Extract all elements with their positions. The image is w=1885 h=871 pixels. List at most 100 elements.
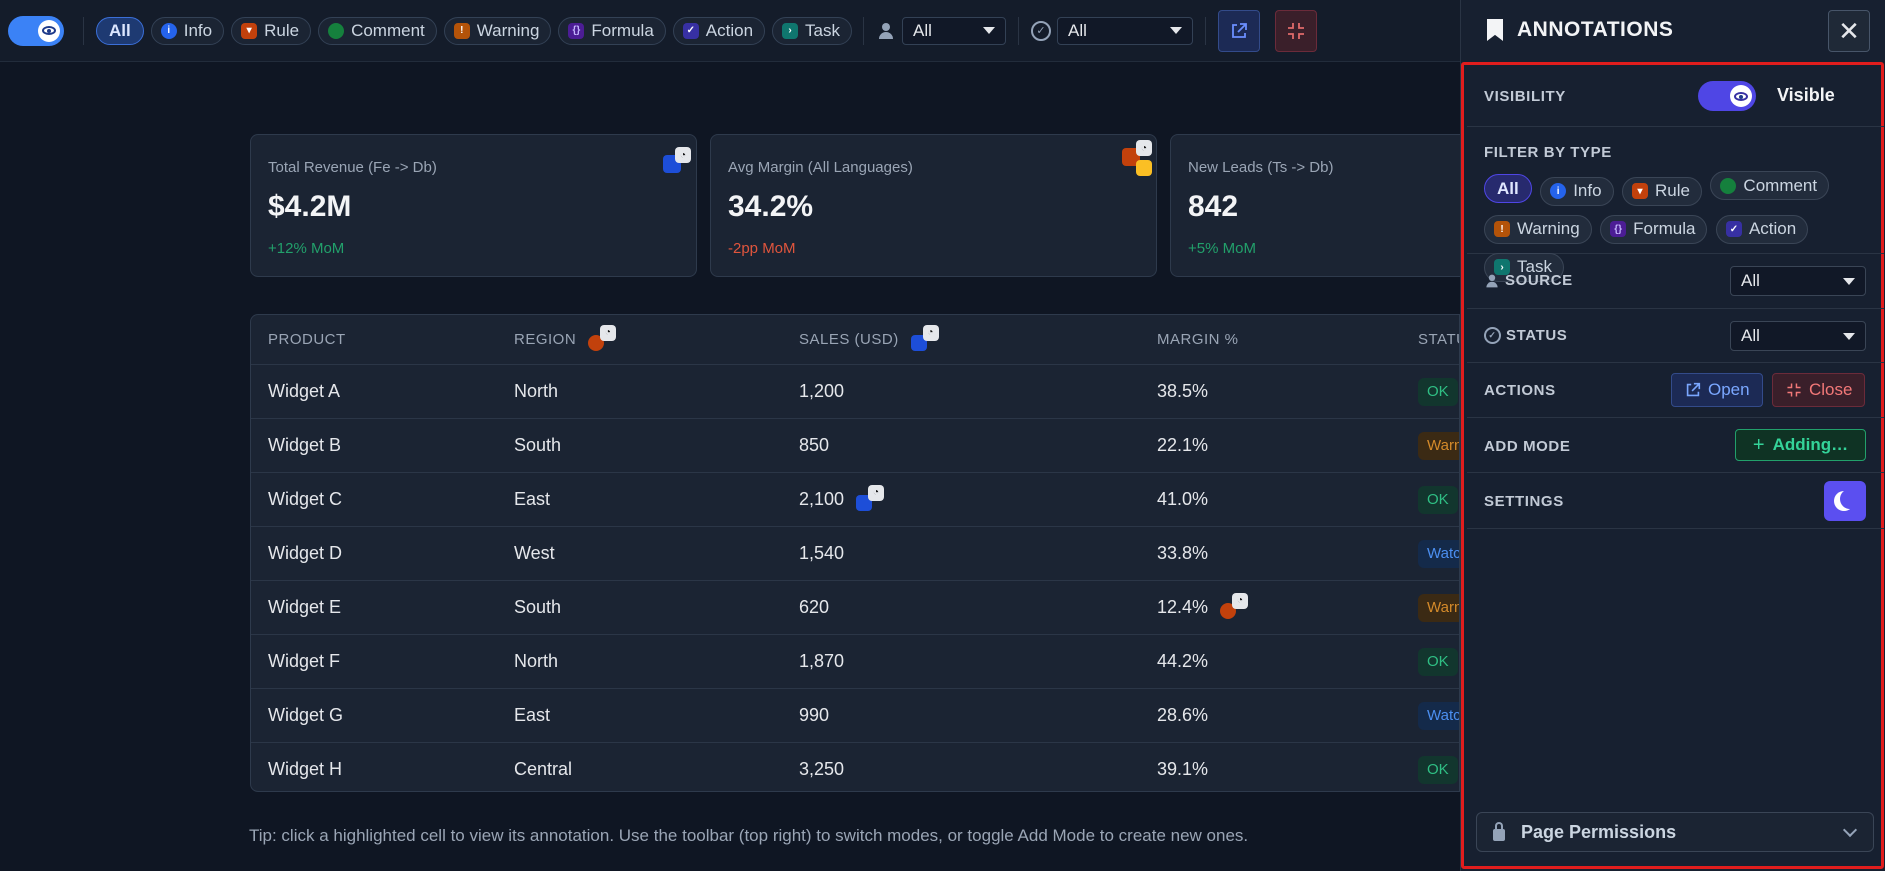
- panel-header: ANNOTATIONS ✕: [1461, 0, 1885, 60]
- panel-filter-warning[interactable]: ! Warning: [1484, 214, 1592, 244]
- annotations-panel: ANNOTATIONS ✕ VISIBILITY Visible FILTER …: [1460, 0, 1885, 871]
- panel-filter-formula[interactable]: {} Formula: [1600, 214, 1708, 244]
- table-row[interactable]: Widget F North 1,870 44.2% OK: [251, 634, 1459, 688]
- filter-chip-info[interactable]: i Info: [150, 16, 225, 45]
- table-row[interactable]: Widget B South 850 22.1% Warn: [251, 418, 1459, 472]
- open-all-button[interactable]: [1218, 9, 1260, 52]
- status-badge: Watch: [1418, 701, 1459, 730]
- clock-icon: ◔: [1232, 592, 1249, 609]
- eye-icon: [1734, 91, 1748, 101]
- panel-filter-task[interactable]: › Task: [1484, 252, 1564, 282]
- clock-icon: ◔: [1136, 140, 1152, 156]
- external-link-icon: [1686, 382, 1701, 397]
- filter-chip-formula[interactable]: {} Formula: [558, 16, 666, 45]
- filter-chip-task[interactable]: › Task: [772, 16, 852, 45]
- filter-chip-comment[interactable]: Comment: [318, 16, 437, 45]
- table-row[interactable]: Widget G East 990 28.6% Watch: [251, 688, 1459, 742]
- column-header-sales[interactable]: SALES (USD) ◔: [799, 315, 939, 364]
- chevron-down-icon: [1842, 822, 1858, 838]
- close-panel-button[interactable]: ✕: [1828, 10, 1870, 52]
- collapse-icon: [1288, 22, 1304, 39]
- check-circle-icon: ✓: [1484, 327, 1501, 344]
- clock-icon: ◔: [675, 147, 691, 163]
- table-row[interactable]: Widget H Central 3,250 39.1% OK: [251, 742, 1459, 791]
- add-mode-section: ADD MODE + Adding…: [1467, 418, 1884, 473]
- visibility-toggle[interactable]: [8, 15, 64, 46]
- visibility-section: VISIBILITY Visible: [1467, 65, 1884, 127]
- annotation-marker[interactable]: ◔: [1122, 140, 1154, 180]
- table-row[interactable]: Widget C East 2,100 ◔ 41.0% OK: [251, 472, 1459, 526]
- add-mode-button[interactable]: + Adding…: [1735, 429, 1866, 461]
- status-badge: OK: [1418, 377, 1458, 406]
- status-badge: OK: [1418, 485, 1458, 514]
- theme-toggle-button[interactable]: [1824, 481, 1866, 521]
- panel-filter-info[interactable]: i Info: [1540, 176, 1614, 206]
- clock-icon: ◔: [600, 324, 617, 341]
- warning-icon: !: [1494, 221, 1510, 237]
- source-select[interactable]: All: [902, 16, 1006, 45]
- panel-source-select[interactable]: All: [1730, 266, 1866, 296]
- bookmark-icon: [1487, 19, 1503, 41]
- comment-dot-icon: [1136, 160, 1152, 176]
- warning-icon: !: [453, 22, 470, 39]
- collapse-all-button[interactable]: [1275, 9, 1317, 52]
- kpi-card-leads: New Leads (Ts -> Db) 842 +5% MoM: [1170, 134, 1500, 277]
- status-badge: OK: [1418, 647, 1458, 676]
- annotation-marker[interactable]: ◔: [910, 324, 939, 351]
- status-select[interactable]: All: [1057, 16, 1193, 45]
- annotation-marker[interactable]: ◔: [1220, 592, 1249, 619]
- panel-status-select[interactable]: All: [1730, 321, 1866, 351]
- moon-icon: [1840, 489, 1860, 509]
- warning-icon: [1122, 148, 1140, 166]
- table-row[interactable]: Widget D West 1,540 33.8% Watch: [251, 526, 1459, 580]
- annotation-toolbar: All i Info ▾ Rule Comment ! Warning {} Formu…: [0, 0, 1460, 62]
- table-header: PRODUCT REGION ◔ SALES (USD) ◔ MARGIN % …: [251, 315, 1459, 364]
- task-icon: ›: [1494, 259, 1510, 275]
- filter-chip-all[interactable]: All: [96, 16, 144, 45]
- panel-filter-rule[interactable]: ▾ Rule: [1622, 176, 1702, 206]
- source-section: SOURCE All: [1467, 254, 1884, 309]
- close-icon: ✕: [1838, 15, 1860, 46]
- action-icon: ✓: [682, 22, 699, 39]
- annotation-marker[interactable]: ◔: [663, 147, 693, 173]
- comment-icon: [1720, 177, 1737, 194]
- annotation-marker[interactable]: ◔: [856, 484, 885, 511]
- filter-chip-warning[interactable]: ! Warning: [443, 16, 552, 45]
- annotation-marker[interactable]: ◔: [588, 324, 617, 351]
- status-section: ✓ STATUS All: [1467, 309, 1884, 363]
- panel-filter-action[interactable]: ✓ Action: [1715, 214, 1809, 244]
- filter-section: FILTER BY TYPE All i Info ▾ Rule Comment !…: [1467, 127, 1884, 282]
- table-row[interactable]: Widget A North 1,200 38.5% OK: [251, 364, 1459, 418]
- info-icon: i: [160, 22, 177, 39]
- panel-visibility-toggle[interactable]: [1698, 81, 1756, 111]
- panel-filter-comment[interactable]: Comment: [1710, 171, 1830, 200]
- page-permissions-accordion[interactable]: Page Permissions: [1476, 812, 1874, 852]
- formula-icon: {}: [568, 22, 585, 39]
- external-link-icon: [1232, 22, 1247, 38]
- comment-icon: [328, 22, 345, 39]
- panel-filter-all[interactable]: All: [1484, 174, 1532, 203]
- filter-chip-action[interactable]: ✓ Action: [672, 16, 766, 45]
- table-row[interactable]: Widget E South 620 12.4% ◔ Warn: [251, 580, 1459, 634]
- tip-text: Tip: click a highlighted cell to view it…: [249, 826, 1249, 845]
- filter-chip-rule[interactable]: ▾ Rule: [231, 16, 312, 45]
- status-badge: OK: [1418, 755, 1458, 784]
- status-badge: Warn: [1418, 431, 1459, 460]
- task-icon: ›: [782, 22, 799, 39]
- kpi-card-revenue: Total Revenue (Fe -> Db) $4.2M +12% MoM …: [250, 134, 697, 277]
- open-button[interactable]: Open: [1671, 373, 1763, 407]
- kpi-card-margin: Avg Margin (All Languages) 34.2% -2pp Mo…: [710, 134, 1157, 277]
- column-header-product[interactable]: PRODUCT: [268, 331, 346, 348]
- column-header-margin[interactable]: MARGIN %: [1157, 331, 1239, 348]
- person-icon: [1486, 274, 1499, 287]
- caret-down-icon: [1843, 277, 1855, 285]
- check-circle-icon: ✓: [1031, 20, 1051, 41]
- close-button[interactable]: Close: [1772, 373, 1866, 407]
- caret-down-icon: [983, 27, 995, 34]
- sales-table: PRODUCT REGION ◔ SALES (USD) ◔ MARGIN % …: [250, 314, 1460, 792]
- column-header-status[interactable]: STATUS: [1418, 331, 1459, 348]
- action-icon: ✓: [1725, 221, 1742, 237]
- eye-icon: [42, 26, 56, 35]
- column-header-region[interactable]: REGION ◔: [514, 315, 617, 364]
